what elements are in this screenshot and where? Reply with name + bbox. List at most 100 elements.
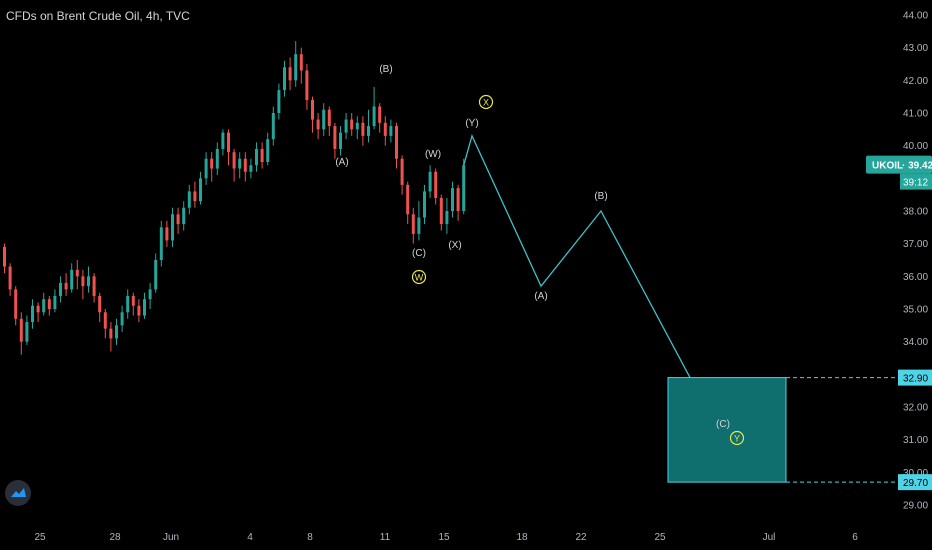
time-tick-label: 15 [438, 532, 450, 543]
price-tick-label: 42.00 [903, 76, 928, 87]
price-tick-label: 41.00 [903, 109, 928, 120]
wave-label: (W) [425, 149, 441, 160]
wave-label: (B) [594, 191, 607, 202]
candle-body [383, 122, 387, 136]
target-zone-box [667, 377, 787, 483]
candle-body [355, 122, 359, 130]
candle-body [445, 211, 449, 225]
wave-label: (A) [534, 291, 547, 302]
candle-body [243, 158, 247, 172]
candle-body [277, 90, 281, 114]
candle-body [344, 119, 348, 133]
candle-body [221, 132, 225, 149]
candle-body [3, 246, 6, 267]
target-level-badge [898, 474, 932, 491]
current-price-symbol: UKOIL [872, 161, 903, 172]
candle-body [193, 191, 197, 202]
candle-body [311, 99, 314, 120]
candle-body [25, 322, 29, 342]
tradingview-logo[interactable] [5, 480, 31, 506]
candle-body [70, 269, 74, 290]
candle-body [255, 148, 258, 166]
countdown-value: 39:12 [903, 178, 928, 189]
candles-group [3, 41, 466, 355]
price-tick-label: 43.00 [903, 43, 928, 54]
time-tick-label: 11 [380, 532, 391, 543]
time-tick-label: Jul [763, 532, 776, 543]
candle-body [316, 119, 320, 130]
wave-label: (A) [335, 157, 348, 168]
current-price-badge [866, 155, 932, 174]
projection-group [463, 133, 691, 378]
candle-body [176, 214, 180, 225]
candle-body [137, 305, 141, 316]
time-tick-label: 25 [34, 532, 46, 543]
candle-body [350, 119, 354, 130]
price-tick-label: 44.00 [903, 11, 928, 22]
candle-body [260, 148, 264, 163]
candle-body [232, 152, 236, 169]
chart-title: CFDs on Brent Crude Oil, 4h, TVC [6, 9, 190, 23]
candle-body [159, 227, 163, 261]
candle-body [115, 325, 118, 339]
candle-body [42, 299, 46, 313]
candle-body [75, 269, 79, 277]
circle-label: Y [734, 434, 740, 444]
candle-body [456, 188, 460, 212]
candle-body [439, 197, 443, 225]
target-level-value: 32.90 [903, 374, 928, 385]
candle-body [120, 312, 124, 326]
wave-label: (C) [412, 248, 426, 259]
price-tick-label: 35.00 [903, 305, 928, 316]
candle-body [53, 295, 57, 310]
projection-path [463, 133, 691, 378]
candle-body [249, 165, 253, 172]
candle-body [81, 276, 85, 287]
candle-body [47, 299, 51, 310]
countdown-badge [900, 173, 932, 190]
candle-body [406, 184, 410, 215]
candle-body [92, 276, 96, 296]
candle-body [109, 328, 113, 339]
candle-body [367, 126, 370, 136]
candle-body [19, 318, 23, 342]
candle-body [417, 217, 421, 234]
time-tick-label: 4 [247, 532, 253, 543]
candle-body [227, 132, 230, 153]
candle-body [361, 122, 365, 136]
time-tick-label: 6 [852, 532, 858, 543]
price-tick-label: 40.00 [903, 141, 928, 152]
candle-body [187, 191, 191, 208]
wave-label: (B) [379, 64, 392, 75]
candle-body [378, 106, 382, 123]
candle-body [8, 266, 12, 290]
candle-body [288, 67, 292, 81]
time-tick-label: Jun [163, 532, 179, 543]
candle-body [165, 227, 169, 241]
price-tick-label: 36.00 [903, 272, 928, 283]
price-tick-label: 30.00 [903, 468, 928, 479]
tradingview-logo-icon [11, 488, 26, 497]
candle-body [423, 191, 426, 218]
price-tick-label: 31.00 [903, 435, 928, 446]
circle-label: W [415, 273, 424, 283]
candle-body [126, 295, 130, 313]
candle-body [299, 54, 303, 71]
price-tick-label: 34.00 [903, 337, 928, 348]
candle-body [103, 312, 107, 329]
candle-body [199, 178, 202, 202]
price-axis: 44.0043.0042.0041.0040.0039.0038.0037.00… [866, 11, 932, 512]
time-tick-label: 22 [575, 532, 587, 543]
candle-body [171, 214, 174, 241]
circle-label-ring [411, 269, 427, 285]
price-tick-label: 29.00 [903, 501, 928, 512]
candle-body [400, 158, 404, 185]
candle-body [451, 188, 454, 212]
candle-body [395, 126, 398, 159]
candle-body [294, 54, 298, 81]
candle-body [428, 171, 432, 192]
time-tick-label: 28 [109, 532, 121, 543]
circle-label: X [483, 98, 489, 108]
candle-body [143, 299, 146, 316]
